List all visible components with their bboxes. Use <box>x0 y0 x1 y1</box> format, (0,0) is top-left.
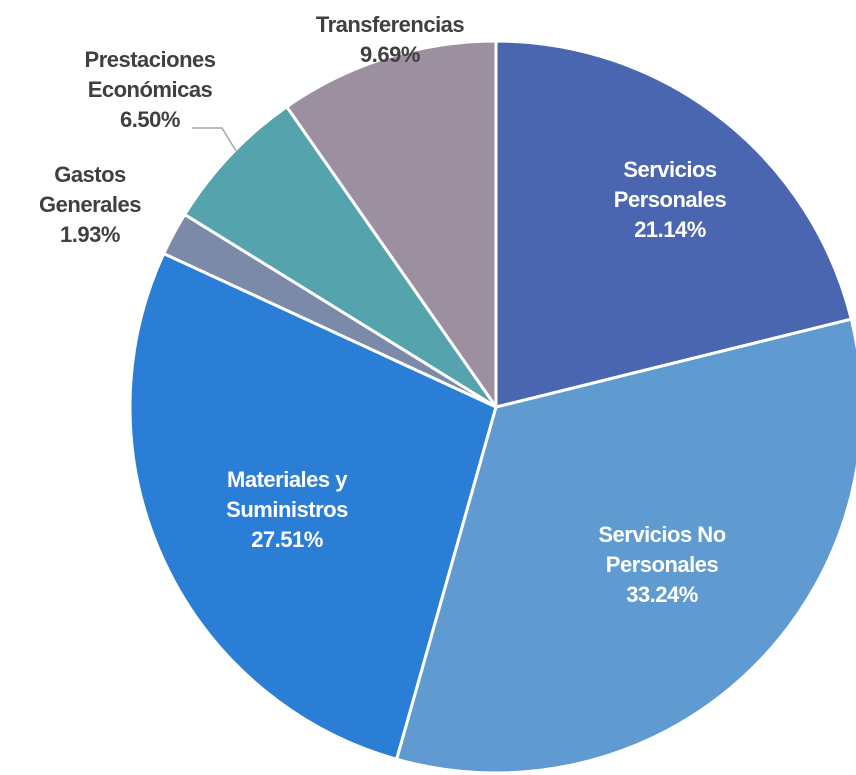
value-label: 21.14% <box>634 217 706 242</box>
category-label: Gastos Generales <box>39 162 141 217</box>
leader-line <box>192 127 237 152</box>
slice-label: Prestaciones Económicas 6.50% <box>65 45 235 135</box>
category-label: Materiales y Suministros <box>226 467 348 522</box>
value-label: 6.50% <box>120 107 180 132</box>
value-label: 33.24% <box>626 582 698 607</box>
category-label: Servicios Personales <box>613 157 727 212</box>
slice-label: Transferencias 9.69% <box>303 10 478 70</box>
slice-label: Materiales y Suministros 27.51% <box>200 465 375 555</box>
slice-label: Servicios Personales 21.14% <box>595 155 745 245</box>
value-label: 27.51% <box>251 527 323 552</box>
pie-slice <box>284 39 498 412</box>
category-label: Prestaciones Económicas <box>84 47 216 102</box>
pie-slice <box>394 317 856 775</box>
pie-slice <box>182 104 498 409</box>
category-label: Servicios No Personales <box>598 522 726 577</box>
category-label: Transferencias <box>315 12 465 37</box>
slice-label: Gastos Generales 1.93% <box>30 160 150 250</box>
slice-label: Servicios No Personales 33.24% <box>577 520 747 610</box>
value-label: 1.93% <box>60 222 120 247</box>
pie-slice <box>494 39 854 409</box>
pie-slice <box>128 251 498 762</box>
value-label: 9.69% <box>360 42 420 67</box>
